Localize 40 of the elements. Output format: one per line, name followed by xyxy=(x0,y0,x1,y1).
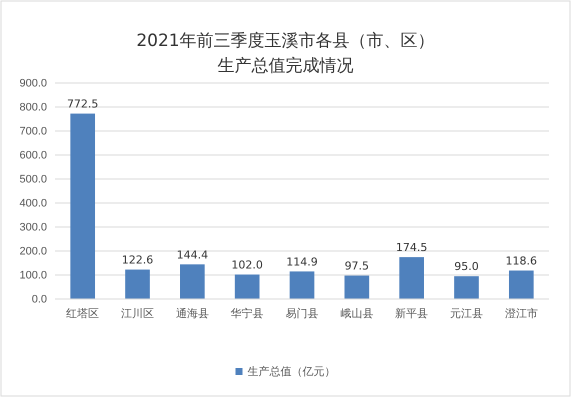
x-tick-label: 峨山县 xyxy=(340,306,374,320)
legend-label: 生产总值（亿元） xyxy=(248,365,336,378)
data-label: 95.0 xyxy=(454,260,479,274)
x-tick-label: 华宁县 xyxy=(230,306,264,320)
bar xyxy=(70,114,96,299)
y-tick-label: 200.0 xyxy=(19,246,47,258)
y-tick-label: 0.0 xyxy=(32,294,47,306)
data-label: 772.5 xyxy=(66,98,98,111)
bar xyxy=(290,271,314,299)
y-tick-label: 600.0 xyxy=(19,150,47,162)
bar xyxy=(180,264,205,299)
bar xyxy=(454,276,479,299)
bar xyxy=(508,270,534,299)
y-tick-label: 900.0 xyxy=(19,78,47,90)
chart-title: 2021年前三季度玉溪市各县（市、区） xyxy=(136,31,435,51)
data-label: 174.5 xyxy=(396,241,428,254)
chart-subtitle: 生产总值完成情况 xyxy=(218,56,354,76)
x-tick-label: 新平县 xyxy=(395,306,428,320)
x-tick-label: 红塔区 xyxy=(66,306,100,320)
bar xyxy=(399,257,424,299)
data-label: 114.9 xyxy=(286,255,318,268)
data-label: 102.0 xyxy=(231,258,263,272)
data-label: 118.6 xyxy=(506,254,538,268)
bar xyxy=(344,276,370,299)
y-tick-label: 100.0 xyxy=(19,270,47,282)
x-tick-label: 易门县 xyxy=(286,306,318,320)
y-tick-label: 300.0 xyxy=(19,222,47,234)
x-tick-label: 通海县 xyxy=(176,306,209,320)
y-tick-label: 800.0 xyxy=(19,102,47,114)
bar xyxy=(125,270,150,299)
bar xyxy=(234,274,260,299)
data-label: 122.6 xyxy=(122,254,154,267)
x-tick-label: 元江县 xyxy=(450,308,483,320)
data-label: 144.4 xyxy=(176,248,208,262)
x-tick-label: 江川区 xyxy=(121,306,154,320)
data-label: 97.5 xyxy=(344,260,370,273)
y-tick-label: 400.0 xyxy=(19,198,47,210)
y-tick-label: 500.0 xyxy=(19,174,47,186)
x-tick-label: 澄江市 xyxy=(504,306,538,320)
y-tick-label: 700.0 xyxy=(19,126,47,138)
